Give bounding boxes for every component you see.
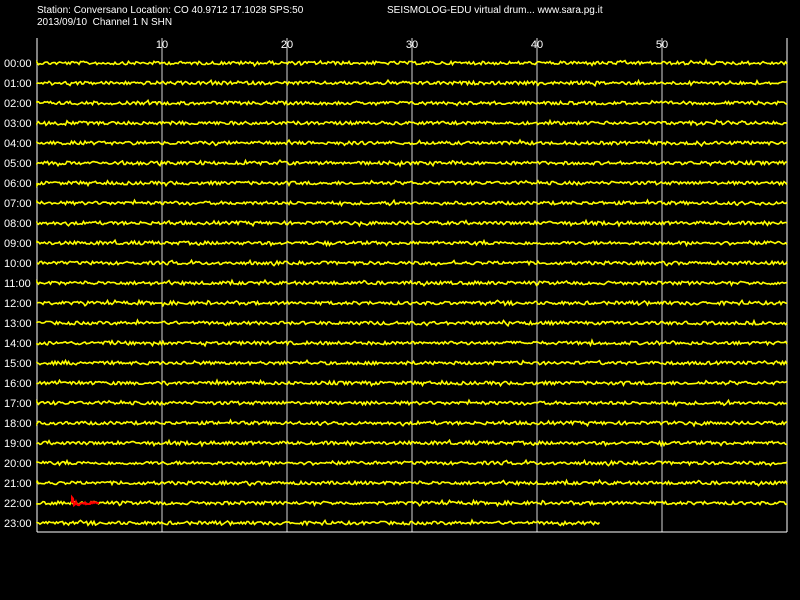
x-tick-label: 20 — [281, 39, 293, 51]
hour-label: 07:00 — [4, 198, 32, 210]
hour-label: 04:00 — [4, 138, 32, 150]
x-tick-label: 50 — [656, 39, 668, 51]
trace-0000 — [36, 58, 788, 68]
trace-1200 — [36, 298, 788, 308]
brand-info: SEISMOLOG-EDU virtual drum... www.sara.p… — [387, 5, 603, 16]
hour-label: 15:00 — [4, 358, 32, 370]
trace-0300 — [36, 118, 788, 127]
trace-0400 — [36, 138, 788, 148]
hour-label: 17:00 — [4, 398, 32, 410]
trace-2200 — [36, 498, 788, 508]
x-tick-label: 40 — [531, 39, 543, 51]
trace-0500 — [36, 158, 788, 168]
trace-1000 — [36, 258, 788, 267]
hour-label: 05:00 — [4, 158, 32, 170]
trace-0800 — [36, 218, 788, 228]
trace-0200 — [36, 99, 788, 107]
trace-1700 — [36, 398, 788, 408]
date-channel-info: 2013/09/10 Channel 1 N SHN — [37, 17, 173, 28]
trace-1400 — [36, 338, 788, 348]
station-info: Station: Conversano Location: CO 40.9712… — [37, 5, 304, 16]
trace-1600 — [36, 378, 788, 388]
hour-label: 10:00 — [4, 258, 32, 270]
trace-1900 — [36, 438, 788, 448]
hour-label: 20:00 — [4, 458, 32, 470]
hour-label: 08:00 — [4, 218, 32, 230]
trace-2300 — [36, 518, 601, 527]
trace-1300 — [36, 318, 788, 328]
trace-2000 — [36, 458, 788, 468]
hour-label: 23:00 — [4, 518, 32, 530]
trace-0700 — [36, 198, 788, 208]
hour-label: 11:00 — [4, 278, 31, 290]
hour-label: 00:00 — [4, 58, 32, 70]
event-trace — [71, 494, 100, 508]
hour-label: 16:00 — [4, 378, 32, 390]
x-tick-label: 10 — [156, 39, 168, 51]
hour-label: 18:00 — [4, 418, 32, 430]
hour-label: 03:00 — [4, 118, 32, 130]
trace-1500 — [36, 358, 788, 367]
hour-label: 06:00 — [4, 178, 32, 190]
hour-label: 19:00 — [4, 438, 32, 450]
hour-label: 22:00 — [4, 498, 32, 510]
hour-label: 01:00 — [4, 78, 32, 90]
hour-label: 14:00 — [4, 338, 32, 350]
hour-label: 09:00 — [4, 238, 32, 250]
trace-2100 — [36, 478, 788, 487]
hour-label: 21:00 — [4, 478, 32, 490]
trace-1100 — [36, 278, 788, 287]
trace-0600 — [36, 179, 788, 188]
hour-label: 12:00 — [4, 298, 32, 310]
trace-0900 — [36, 238, 788, 248]
trace-1800 — [36, 418, 788, 428]
trace-0100 — [36, 78, 788, 88]
hour-label: 02:00 — [4, 98, 32, 110]
x-tick-label: 30 — [406, 39, 418, 51]
hour-label: 13:00 — [4, 318, 32, 330]
